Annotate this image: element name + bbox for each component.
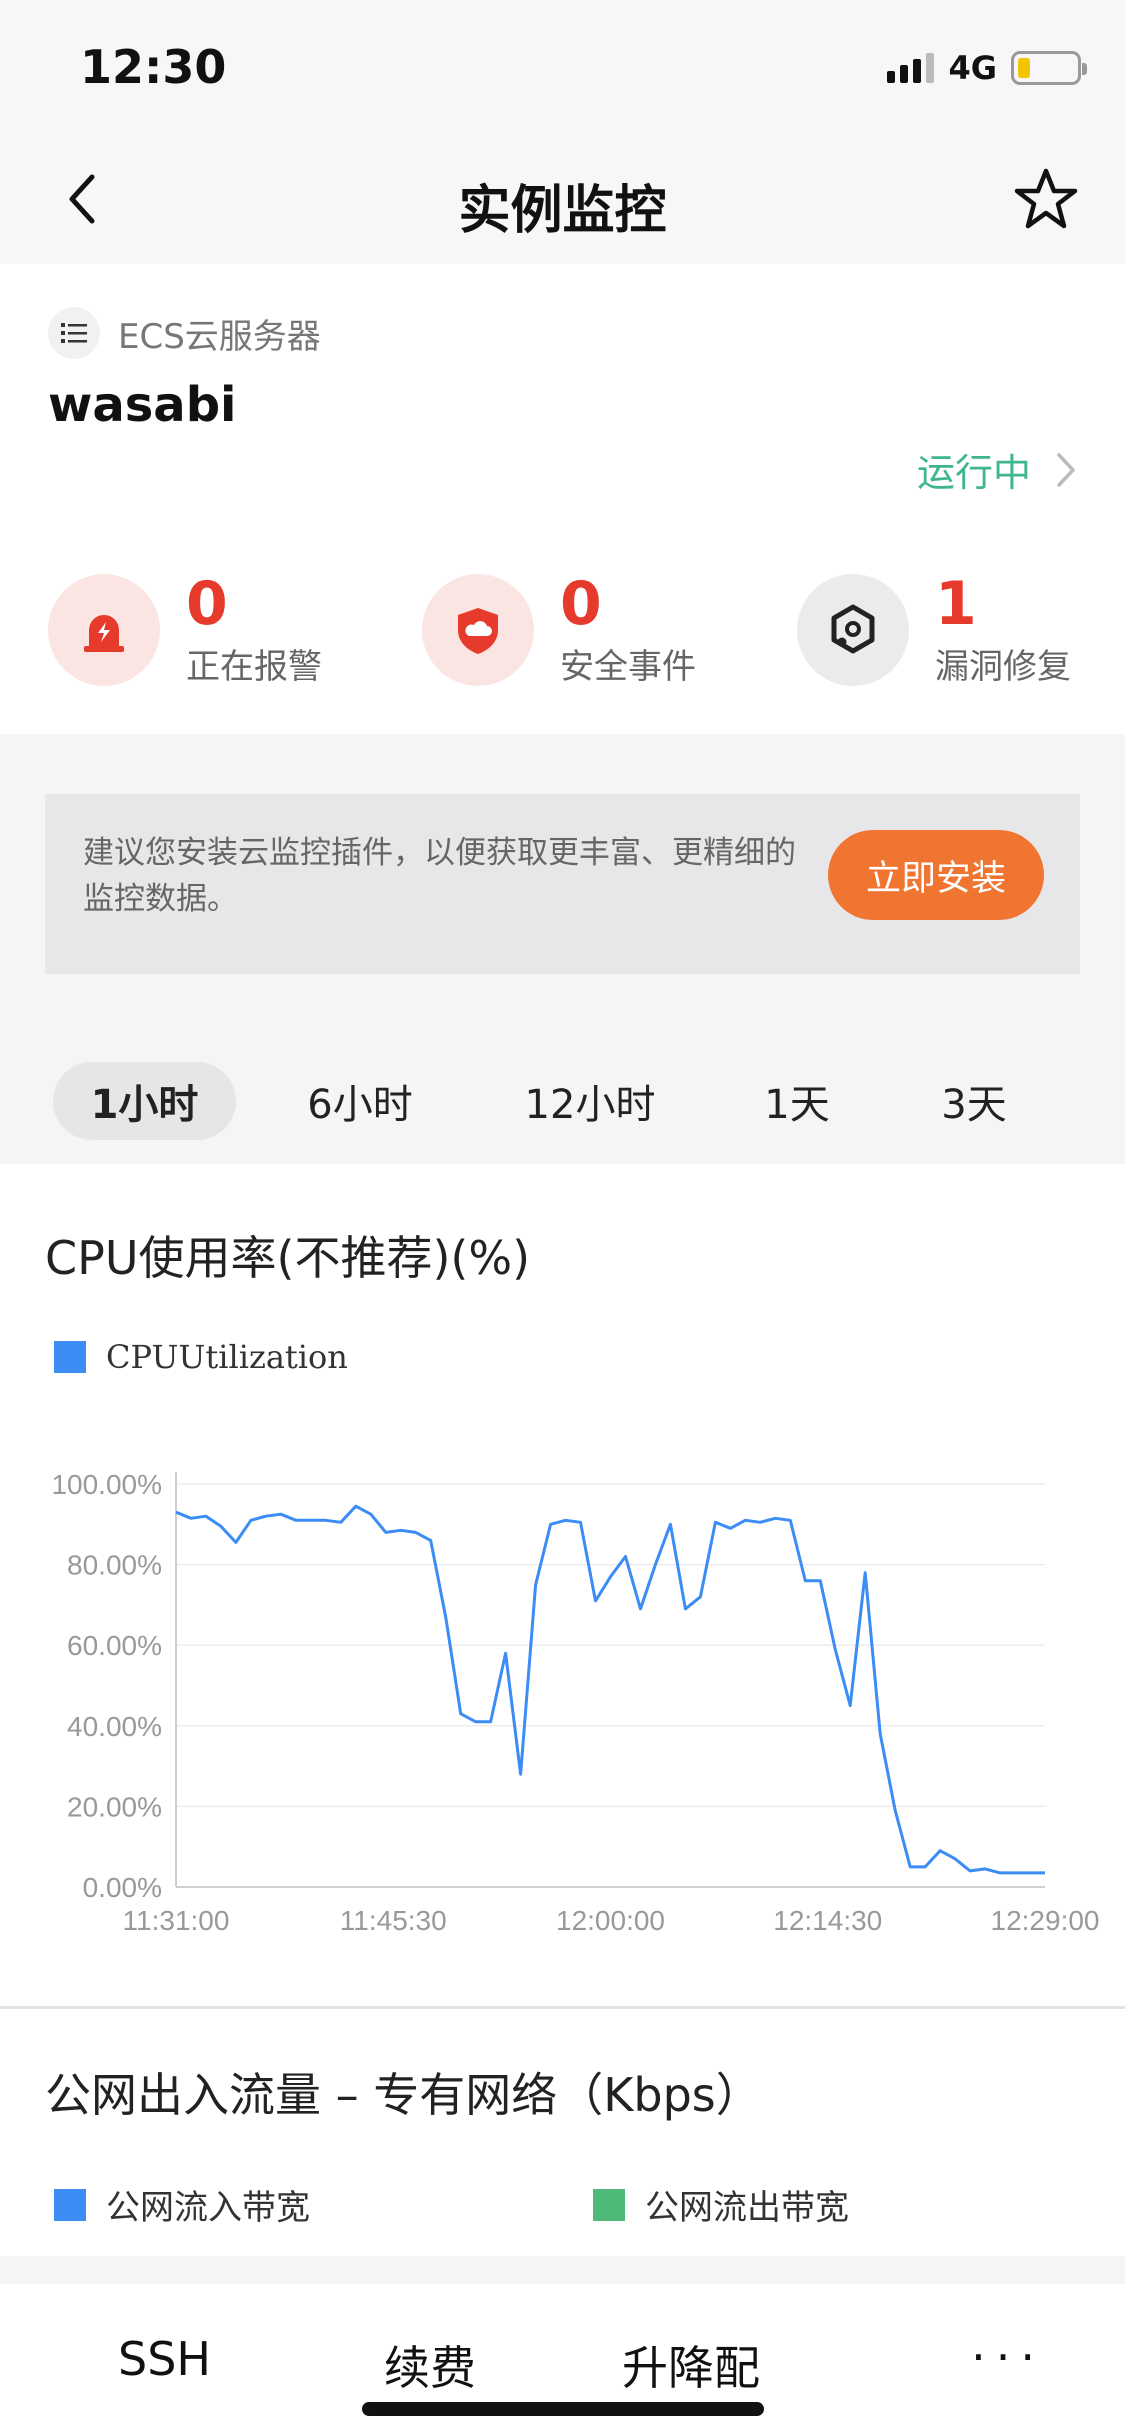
legend-swatch bbox=[54, 1341, 86, 1373]
series-line-cpu-utilization bbox=[175, 1504, 1045, 1875]
y-tick-label: 80.00% bbox=[67, 1550, 162, 1581]
instance-name: wasabi bbox=[48, 377, 237, 433]
tab-3d[interactable]: 3天 bbox=[941, 1082, 1007, 1128]
signal-icon bbox=[887, 53, 935, 83]
chevron-left-icon bbox=[69, 174, 95, 224]
network-type: 4G bbox=[948, 49, 997, 87]
status-bar: 12:30 4G bbox=[0, 0, 1125, 132]
stats-row: 0 正在报警 0 安全事件 bbox=[0, 570, 1125, 690]
x-tick-label: 12:00:00 bbox=[556, 1905, 665, 1936]
star-icon bbox=[1014, 168, 1078, 229]
nav-bar: 实例监控 bbox=[0, 132, 1125, 264]
y-tick-label: 60.00% bbox=[67, 1630, 162, 1661]
x-tick-label: 12:14:30 bbox=[773, 1905, 882, 1936]
bottom-action-bar: SSH 续费 升降配 ··· bbox=[0, 2284, 1125, 2436]
ssh-button[interactable]: SSH bbox=[118, 2332, 211, 2386]
legend-swatch-outbound bbox=[593, 2188, 625, 2221]
legend-outbound[interactable]: 公网流出带宽 bbox=[593, 2180, 849, 2229]
legend-swatch-inbound bbox=[54, 2188, 86, 2221]
install-button[interactable]: 立即安装 bbox=[828, 830, 1044, 920]
x-tick-label: 12:29:00 bbox=[991, 1905, 1100, 1936]
stat-security-value: 0 bbox=[560, 568, 602, 639]
plugin-message: 建议您安装云监控插件，以便获取更丰富、更精细的监控数据。 bbox=[83, 835, 796, 917]
y-tick-label: 20.00% bbox=[67, 1791, 162, 1822]
tab-1h[interactable]: 1小时 bbox=[53, 1062, 236, 1140]
instance-card: ECS云服务器 wasabi 运行中 0 正在报警 bbox=[0, 264, 1125, 734]
cpu-chart-title: CPU使用率(不推荐)(%) bbox=[45, 1231, 531, 1285]
battery-icon bbox=[1011, 51, 1087, 85]
stat-vuln-label: 漏洞修复 bbox=[935, 646, 1071, 687]
legend-outbound-label: 公网流出带宽 bbox=[645, 2189, 849, 2227]
stat-vuln-value: 1 bbox=[935, 568, 977, 639]
x-tick-label: 11:45:30 bbox=[340, 1905, 447, 1936]
tab-1d[interactable]: 1天 bbox=[764, 1082, 830, 1128]
x-tick-label: 11:31:00 bbox=[123, 1905, 230, 1936]
status-time: 12:30 bbox=[80, 40, 227, 94]
chevron-right-icon bbox=[1057, 452, 1075, 487]
y-tick-label: 0.00% bbox=[83, 1872, 162, 1903]
run-status-link[interactable]: 运行中 bbox=[917, 442, 1077, 497]
y-tick-label: 100.00% bbox=[51, 1469, 162, 1500]
cpu-chart-section: CPU使用率(不推荐)(%) CPUUtilization 0.00% 20.00… bbox=[0, 1164, 1125, 2006]
tab-12h[interactable]: 12小时 bbox=[524, 1082, 656, 1128]
stat-security-label: 安全事件 bbox=[560, 646, 696, 687]
resize-button[interactable]: 升降配 bbox=[622, 2341, 760, 2395]
page-title: 实例监控 bbox=[458, 181, 667, 241]
favorite-button[interactable] bbox=[1009, 162, 1083, 236]
home-indicator bbox=[362, 2402, 764, 2416]
stat-vulnerabilities[interactable]: 1 漏洞修复 bbox=[797, 570, 1071, 690]
status-indicators: 4G bbox=[887, 48, 1087, 88]
instance-type-row: ECS云服务器 bbox=[48, 307, 321, 359]
stat-security-events[interactable]: 0 安全事件 bbox=[422, 570, 696, 690]
section-divider bbox=[0, 2006, 1125, 2009]
cpu-chart-plot: 0.00% 20.00% 40.00% 60.00% 80.00% 100.00% 11:3… bbox=[51, 1469, 1100, 1936]
instance-type-label: ECS云服务器 bbox=[118, 316, 321, 357]
y-tick-label: 40.00% bbox=[67, 1711, 162, 1742]
legend-inbound-label: 公网流入带宽 bbox=[106, 2189, 310, 2227]
alarm-icon bbox=[48, 574, 160, 686]
hexagon-bug-icon bbox=[797, 574, 909, 686]
shield-cloud-icon bbox=[422, 574, 534, 686]
legend-label: CPUUtilization bbox=[106, 1338, 348, 1376]
time-range-tabs: 1小时 6小时 12小时 1天 3天 bbox=[0, 1062, 1125, 1140]
stat-alarms-label: 正在报警 bbox=[186, 646, 322, 687]
traffic-chart-title: 公网出入流量 – 专有网络（Kbps） bbox=[45, 2068, 762, 2122]
more-button[interactable]: ··· bbox=[971, 2330, 1045, 2384]
server-list-icon bbox=[48, 307, 100, 359]
legend-inbound[interactable]: 公网流入带宽 bbox=[54, 2180, 310, 2229]
back-button[interactable] bbox=[52, 164, 112, 234]
tab-6h[interactable]: 6小时 bbox=[307, 1082, 413, 1128]
run-status-label: 运行中 bbox=[916, 451, 1031, 495]
plugin-banner: 建议您安装云监控插件，以便获取更丰富、更精细的监控数据。 立即安装 bbox=[45, 794, 1080, 974]
stat-alarms[interactable]: 0 正在报警 bbox=[48, 570, 322, 690]
traffic-chart-section: 公网出入流量 – 专有网络（Kbps） 公网流入带宽 公网流出带宽 bbox=[0, 2009, 1125, 2256]
stat-alarms-value: 0 bbox=[186, 568, 228, 639]
renew-button[interactable]: 续费 bbox=[384, 2341, 476, 2395]
cpu-chart-legend[interactable]: CPUUtilization bbox=[54, 1338, 348, 1376]
